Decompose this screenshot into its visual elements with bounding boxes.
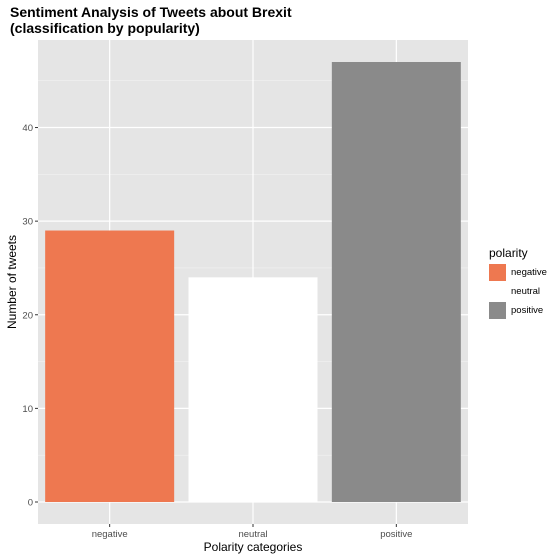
legend-title: polarity: [489, 246, 528, 260]
legend-item-neutral: neutral: [489, 282, 547, 301]
chart-title-line-2: (classification by popularity): [10, 20, 200, 36]
bar-neutral: [188, 277, 318, 502]
y-tick-label: 0: [28, 498, 33, 509]
chart-title-line-1: Sentiment Analysis of Tweets about Brexi…: [10, 4, 292, 20]
x-axis-title: Polarity categories: [203, 540, 303, 554]
bar-positive: [331, 62, 461, 502]
legend-swatch-negative: [489, 264, 506, 281]
legend-label-negative: negative: [511, 267, 547, 278]
legend-swatch-positive: [489, 302, 506, 319]
y-axis-title: Number of tweets: [5, 234, 19, 330]
legend-item-negative: negative: [489, 263, 547, 282]
legend-key-positive: [489, 302, 506, 319]
legend-label-neutral: neutral: [511, 286, 541, 297]
y-tick-label: 10: [22, 404, 33, 415]
chart-title: Sentiment Analysis of Tweets about Brexi…: [10, 4, 292, 36]
y-tick-label: 30: [22, 217, 33, 228]
legend-key-negative: [489, 264, 506, 281]
x-tick-label-positive: positive: [380, 529, 412, 540]
legend: polarity negative neutral positive: [489, 246, 547, 320]
y-tick-label: 40: [22, 123, 33, 134]
x-tick-label-neutral: neutral: [238, 529, 267, 540]
legend-key-neutral: [489, 283, 506, 300]
x-tick-label-negative: negative: [92, 529, 128, 540]
bar-negative: [45, 230, 175, 503]
legend-item-positive: positive: [489, 301, 547, 320]
legend-label-positive: positive: [511, 305, 544, 316]
legend-swatch-neutral: [489, 283, 506, 300]
y-tick-label: 20: [22, 310, 33, 321]
